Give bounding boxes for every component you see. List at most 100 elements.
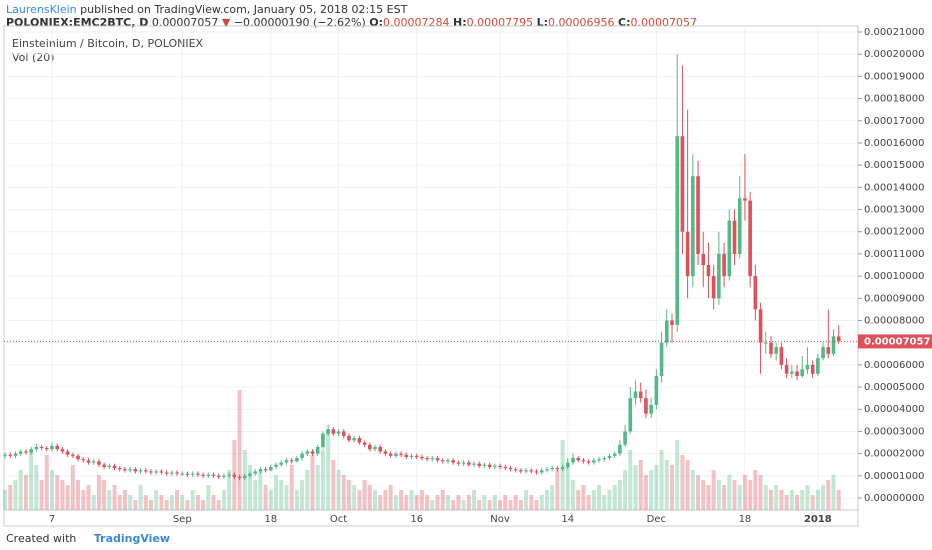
volume-bar — [352, 485, 357, 510]
volume-bar — [768, 490, 773, 510]
candle-body — [664, 320, 669, 343]
volume-bar — [716, 480, 721, 510]
candle-body — [816, 358, 820, 374]
candle-body — [732, 220, 737, 254]
candle-body — [60, 449, 65, 452]
candle-body — [545, 469, 549, 471]
candle-body — [670, 320, 674, 325]
candle-body — [763, 342, 768, 344]
candle-body — [159, 471, 164, 473]
volume-bar — [696, 475, 701, 510]
candle-body — [586, 461, 591, 463]
candle-body — [216, 475, 221, 477]
candle-body — [368, 444, 372, 450]
volume-bar — [586, 495, 591, 510]
x-tick-label: Nov — [490, 514, 510, 525]
candle-body — [289, 460, 294, 462]
volume-bar — [409, 490, 414, 510]
volume-bar — [81, 490, 86, 510]
candle-body — [326, 429, 330, 434]
y-tick-label: 0.00013000 — [864, 205, 924, 216]
volume-bar — [148, 500, 153, 510]
candle-body — [456, 462, 461, 464]
volume-bar — [737, 485, 742, 510]
volume-bar — [576, 490, 581, 510]
candle-body — [284, 460, 289, 463]
volume-bar — [805, 485, 810, 510]
candle-body — [321, 433, 325, 447]
volume-bar — [180, 495, 185, 510]
candle-body — [529, 470, 534, 472]
candle-body — [607, 455, 612, 459]
volume-bar — [445, 495, 450, 510]
y-tick-label: 0.00019000 — [864, 71, 924, 82]
candle-body — [305, 451, 310, 454]
volume-bar — [221, 490, 226, 510]
volume-bar — [638, 460, 643, 510]
volume-bar — [722, 485, 727, 510]
volume-bar — [258, 470, 263, 510]
volume-bar — [201, 500, 206, 510]
candle-body — [612, 453, 617, 456]
candle-body — [680, 136, 685, 232]
volume-bar — [425, 495, 430, 510]
volume-bar — [753, 470, 758, 510]
candle-body — [425, 458, 429, 460]
candle-body — [279, 462, 284, 465]
volume-bar — [336, 470, 341, 510]
volume-bar — [706, 485, 711, 510]
last-price-label: 0.00007057 — [864, 336, 930, 347]
candle-body — [196, 473, 200, 475]
candle-body — [143, 470, 148, 472]
y-tick-label: 0.00018000 — [864, 94, 924, 105]
volume-bar — [565, 465, 570, 510]
candle-body — [76, 455, 80, 460]
candle-body — [691, 176, 695, 277]
volume-bar — [76, 480, 81, 510]
candle-body — [175, 472, 179, 474]
volume-bar — [195, 495, 200, 510]
volume-bar — [237, 390, 242, 510]
volume-bar — [362, 480, 367, 510]
volume-bar — [378, 495, 383, 510]
y-tick-label: 0.00005000 — [864, 382, 924, 393]
volume-bar — [404, 495, 409, 510]
volume-bar — [571, 480, 575, 510]
volume-bar — [513, 495, 518, 510]
candle-body — [242, 475, 247, 479]
candle-body — [727, 220, 732, 277]
candle-body — [211, 474, 216, 476]
candle-body — [706, 265, 711, 277]
volume-bar — [122, 490, 127, 510]
volume-bar — [18, 470, 23, 510]
candle-body — [743, 198, 747, 201]
candle-body — [477, 463, 482, 466]
candle-body — [623, 431, 627, 445]
published: published on TradingView.com, January 05… — [80, 3, 408, 16]
volume-bar — [789, 490, 794, 510]
volume-bar — [649, 470, 654, 510]
volume-bar — [138, 485, 143, 510]
candle-body — [753, 276, 758, 310]
candle-body — [571, 458, 575, 463]
volume-bar — [13, 480, 18, 510]
volume-bar — [435, 495, 440, 510]
candle-body — [378, 446, 383, 452]
author[interactable]: LaurensKlein — [6, 3, 77, 16]
x-tick-label: Oct — [330, 514, 347, 525]
y-tick-label: 0.00015000 — [864, 160, 924, 171]
candle-body — [628, 398, 633, 432]
footer: Created with TradingView — [6, 532, 170, 545]
volume-bar — [560, 440, 565, 510]
volume-bar — [701, 480, 706, 510]
volume-bar — [779, 490, 784, 510]
candle-body — [461, 462, 466, 464]
candle-body — [227, 474, 231, 476]
volume-bar — [628, 450, 633, 510]
brand[interactable]: TradingView — [93, 532, 171, 545]
y-tick-label: 0.00016000 — [864, 138, 924, 149]
volume-bar — [247, 465, 252, 510]
candle-body — [513, 469, 518, 471]
volume-bar — [399, 490, 404, 510]
volume-bar — [831, 475, 836, 510]
